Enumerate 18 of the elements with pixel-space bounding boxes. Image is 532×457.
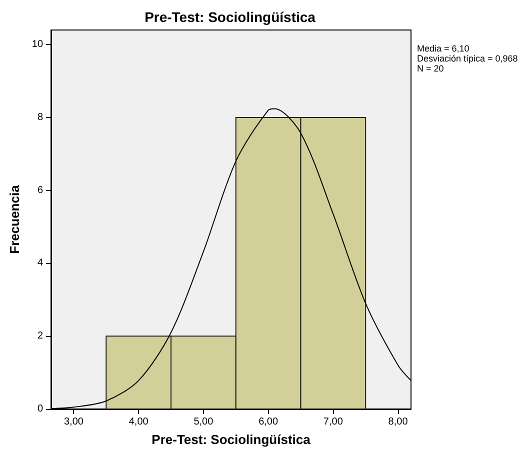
y-tick-label: 4 bbox=[37, 258, 44, 269]
chart-title: Pre-Test: Sociolingüística bbox=[144, 9, 316, 25]
x-tick-label: 7,00 bbox=[323, 416, 344, 428]
x-tick-label: 3,00 bbox=[64, 416, 84, 428]
y-tick-label: 10 bbox=[32, 39, 44, 50]
y-tick-label: 6 bbox=[37, 184, 44, 196]
y-tick-label: 2 bbox=[37, 330, 44, 342]
x-axis-title: Pre-Test: Sociolingüística bbox=[152, 432, 312, 447]
text: Media = 6,10 bbox=[417, 44, 470, 54]
text: N = 20 bbox=[417, 64, 444, 74]
x-tick-label: 8,00 bbox=[388, 416, 408, 428]
y-axis-title: Frecuencia bbox=[7, 184, 22, 254]
x-tick-label: 6,00 bbox=[258, 416, 278, 428]
text: Desviación típica = 0,968 bbox=[417, 54, 518, 64]
y-tick-label: 8 bbox=[37, 112, 44, 123]
x-tick-label: 5,00 bbox=[194, 416, 214, 428]
x-tick-label: 4,00 bbox=[128, 416, 149, 428]
y-tick-label: 0 bbox=[37, 404, 44, 414]
